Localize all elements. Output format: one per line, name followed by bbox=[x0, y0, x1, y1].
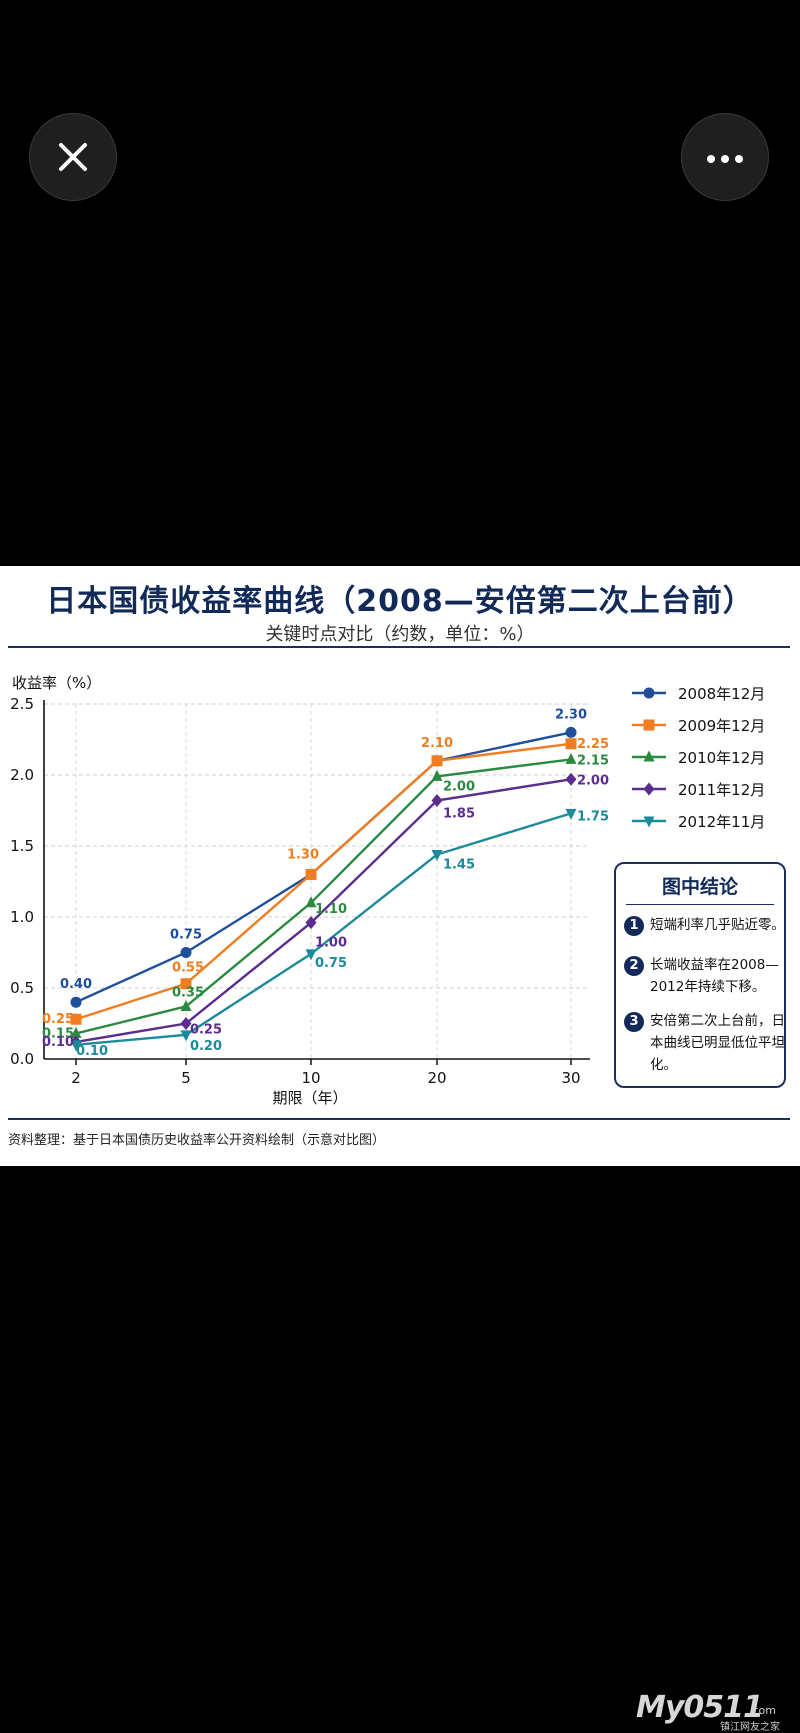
data-label: 1.75 bbox=[577, 809, 609, 824]
data-point bbox=[431, 755, 443, 767]
conclusion-divider bbox=[626, 904, 774, 905]
yield-curve-chart: 0.0 0.5 1.0 1.5 2.0 2.5 2 5 10 20 30 0.40 0.75 2.30 0… bbox=[10, 674, 765, 1107]
data-point bbox=[305, 868, 317, 880]
data-label: 0.25 bbox=[42, 1012, 74, 1027]
data-label: 0.55 bbox=[172, 961, 204, 976]
legend-label: 2008年12月 bbox=[678, 685, 765, 703]
data-label: 0.10 bbox=[42, 1035, 74, 1050]
footer-divider bbox=[8, 1118, 790, 1120]
data-point bbox=[565, 738, 577, 750]
data-label: 0.75 bbox=[170, 928, 202, 943]
legend-marker bbox=[643, 750, 655, 762]
legend-label: 2012年11月 bbox=[678, 813, 765, 831]
chart-subtitle: 关键时点对比（约数，单位：%） bbox=[265, 624, 535, 645]
data-point bbox=[565, 772, 577, 786]
x-tick-label: 5 bbox=[181, 1069, 191, 1087]
data-point bbox=[565, 752, 577, 764]
data-point bbox=[70, 996, 82, 1008]
data-point bbox=[431, 794, 443, 808]
data-label: 0.15 bbox=[42, 1026, 74, 1041]
legend-marker bbox=[643, 687, 655, 699]
y-tick-label: 2.5 bbox=[10, 695, 34, 713]
close-button[interactable] bbox=[29, 113, 117, 201]
infographic-image: 日本国债收益率曲线（2008—安倍第二次上台前） 关键时点对比（约数，单位：%）… bbox=[0, 566, 800, 1166]
watermark-logo: My0511 bbox=[636, 1690, 764, 1725]
x-tick-label: 20 bbox=[427, 1069, 446, 1087]
conclusion-text: 长端收益率在2008—2012年持续下移。 bbox=[650, 957, 779, 995]
conclusion-title: 图中结论 bbox=[661, 876, 738, 898]
conclusion-number-badge: 1 bbox=[624, 916, 644, 936]
data-label: 2.00 bbox=[443, 779, 475, 794]
data-label: 2.30 bbox=[555, 707, 587, 722]
conclusion-number-badge: 2 bbox=[624, 956, 644, 976]
data-label: 1.45 bbox=[443, 858, 475, 873]
close-icon bbox=[59, 143, 87, 171]
data-point bbox=[431, 850, 443, 862]
legend-marker bbox=[643, 816, 655, 828]
data-point bbox=[70, 1013, 82, 1025]
series-line bbox=[75, 812, 572, 1046]
data-point bbox=[431, 769, 443, 781]
data-point bbox=[180, 1030, 192, 1042]
y-tick-label: 0.0 bbox=[10, 1050, 34, 1068]
data-point bbox=[565, 808, 577, 820]
data-point bbox=[305, 916, 317, 930]
data-label: 2.25 bbox=[577, 737, 609, 752]
x-tick-label: 2 bbox=[71, 1069, 81, 1087]
x-tick-label: 10 bbox=[301, 1069, 320, 1087]
watermark-tagline: 镇江网友之家 bbox=[720, 1722, 780, 1733]
more-options-button[interactable] bbox=[681, 113, 769, 201]
data-point bbox=[70, 1026, 82, 1038]
series-line bbox=[75, 758, 572, 1035]
data-label: 2.00 bbox=[577, 773, 609, 788]
conclusion-text: 安倍第二次上台前，日本曲线已明显低位平坦化。 bbox=[650, 1013, 785, 1073]
legend-label: 2010年12月 bbox=[678, 749, 765, 767]
data-point bbox=[70, 1040, 82, 1052]
data-point bbox=[180, 978, 192, 990]
data-point bbox=[180, 947, 192, 958]
legend-marker bbox=[643, 719, 655, 731]
source-note: 资料整理：基于日本国债历史收益率公开资料绘制（示意对比图） bbox=[8, 1133, 386, 1148]
y-axis-title: 收益率（%） bbox=[12, 674, 101, 692]
y-tick-label: 0.5 bbox=[10, 979, 34, 997]
x-axis-title: 期限（年） bbox=[272, 1089, 347, 1107]
series-line bbox=[75, 742, 572, 1021]
y-tick-label: 2.0 bbox=[10, 766, 34, 784]
data-point bbox=[305, 949, 317, 961]
data-label: 0.10 bbox=[76, 1044, 108, 1059]
conclusion-text: 短端利率几乎贴近零。 bbox=[650, 917, 785, 933]
data-label: 1.10 bbox=[315, 902, 347, 917]
data-label: 0.20 bbox=[190, 1039, 222, 1054]
data-point bbox=[180, 1017, 192, 1030]
data-label: 1.00 bbox=[315, 936, 347, 951]
data-point bbox=[180, 999, 192, 1011]
legend-label: 2011年12月 bbox=[678, 781, 765, 799]
watermark-domain: .com bbox=[749, 1704, 776, 1717]
legend-label: 2009年12月 bbox=[678, 717, 765, 735]
data-label: 1.30 bbox=[287, 847, 319, 862]
x-tick-label: 30 bbox=[561, 1069, 580, 1087]
data-label: 2.10 bbox=[421, 736, 453, 751]
data-label: 2.15 bbox=[577, 753, 609, 768]
y-tick-label: 1.5 bbox=[10, 837, 34, 855]
more-options-icon bbox=[704, 148, 746, 167]
data-point bbox=[565, 726, 577, 738]
data-label: 0.35 bbox=[172, 985, 204, 1000]
conclusion-box: 图中结论 1 短端利率几乎贴近零。 2 长端收益率在2008—2012年持续下移… bbox=[614, 862, 786, 1088]
chart-title: 日本国债收益率曲线（2008—安倍第二次上台前） bbox=[46, 584, 754, 619]
conclusion-number-badge: 3 bbox=[624, 1012, 644, 1032]
title-divider bbox=[8, 646, 790, 648]
data-label: 0.25 bbox=[190, 1023, 222, 1038]
data-label: 0.75 bbox=[315, 956, 347, 971]
data-label: 1.85 bbox=[443, 807, 475, 822]
data-point bbox=[305, 896, 317, 908]
site-watermark: My0511 .com 镇江网友之家 bbox=[636, 1690, 786, 1733]
data-label: 0.40 bbox=[60, 977, 92, 992]
y-tick-label: 1.0 bbox=[10, 908, 34, 926]
legend-marker bbox=[643, 782, 655, 796]
